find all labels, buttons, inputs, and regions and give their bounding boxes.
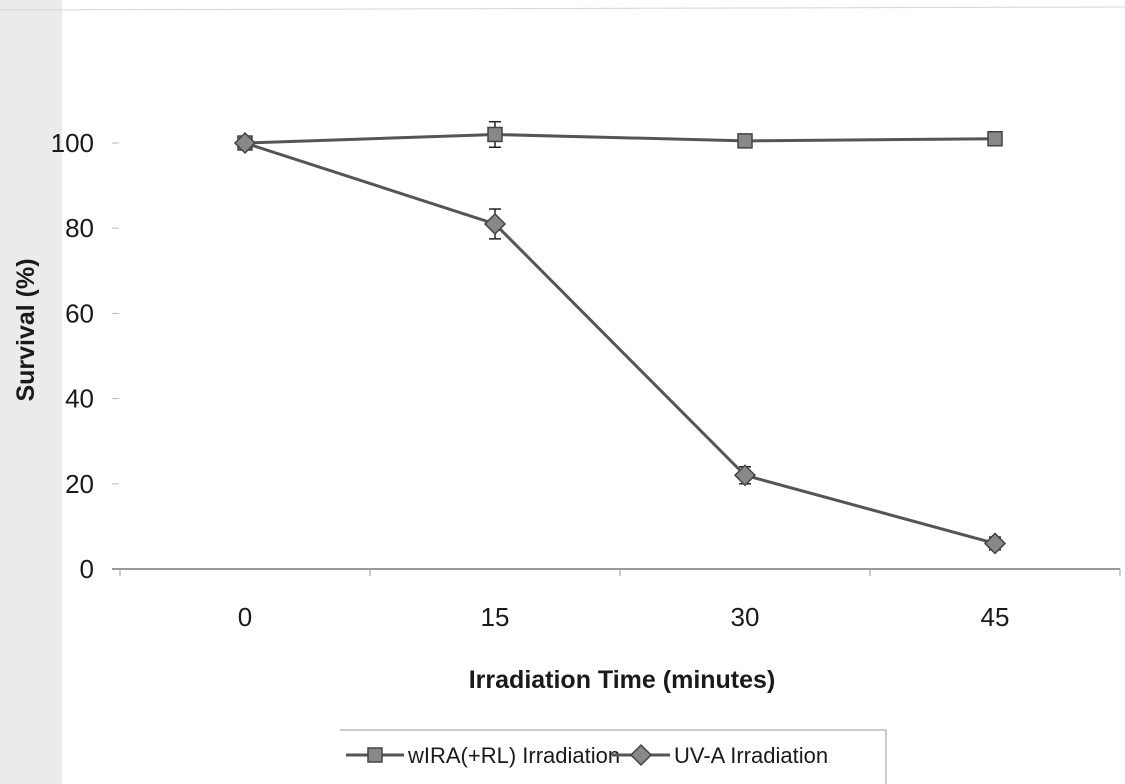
legend: wIRA(+RL) Irradiation UV-A Irradiation	[340, 729, 887, 784]
y-tick-label: 20	[65, 469, 94, 499]
series-0	[237, 120, 1003, 151]
y-tick-label: 80	[65, 213, 94, 243]
x-tick-label: 0	[238, 602, 252, 632]
series-layer	[233, 120, 1007, 555]
x-tick-label: 15	[481, 602, 510, 632]
data-point	[733, 464, 757, 487]
series-line	[244, 132, 996, 145]
x-tick-label: 30	[731, 602, 760, 632]
series-1	[233, 131, 1007, 555]
data-point	[737, 133, 753, 149]
x-axis: 0 15 30 45	[112, 568, 1121, 632]
y-tick-label: 40	[65, 384, 94, 414]
y-tick-label: 0	[80, 554, 94, 584]
x-axis-title: Irradiation Time (minutes)	[469, 666, 776, 694]
legend-marker	[367, 747, 383, 763]
data-point	[987, 130, 1003, 147]
series-line	[244, 141, 996, 545]
y-axis-title: Survival (%)	[12, 258, 40, 401]
y-tick-label: 60	[65, 298, 94, 328]
legend-label: wIRA(+RL) Irradiation	[407, 743, 620, 768]
legend-label: UV-A Irradiation	[674, 743, 828, 768]
data-point	[487, 126, 503, 143]
x-tick-label: 45	[981, 602, 1010, 632]
legend-marker	[629, 743, 653, 767]
scan-top-line	[0, 6, 1125, 11]
y-tick-label: 100	[51, 128, 94, 158]
data-point	[983, 532, 1007, 555]
data-point	[483, 212, 507, 236]
data-point	[233, 131, 257, 155]
y-axis: 0 20 40 60 80 100	[51, 128, 119, 584]
scan-edge-shading	[0, 0, 62, 784]
